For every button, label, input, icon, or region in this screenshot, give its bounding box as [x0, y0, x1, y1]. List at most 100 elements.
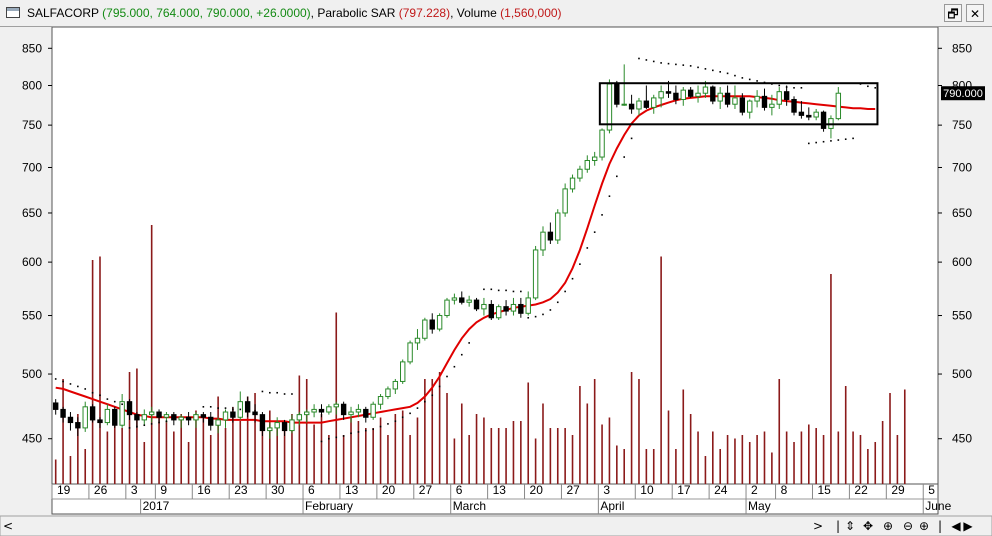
- y-tick-label-left: 650: [22, 206, 42, 220]
- sar-dot: [608, 195, 611, 198]
- candle-body: [414, 337, 421, 344]
- sar-dot: [867, 85, 869, 88]
- sar-dot: [697, 66, 699, 69]
- candle: [112, 406, 118, 428]
- highlight-rectangle[interactable]: [598, 82, 879, 126]
- x-day-label: 9: [160, 483, 167, 497]
- candle-body: [304, 411, 310, 416]
- y-tick-label-right: 750: [952, 118, 972, 132]
- candle-body: [193, 414, 199, 421]
- candle: [628, 94, 635, 114]
- candle-body: [274, 422, 280, 429]
- sar-dot: [335, 436, 338, 439]
- candle: [193, 412, 199, 428]
- parabolic-sar-series: [54, 57, 877, 443]
- separator-button[interactable]: |: [938, 519, 942, 533]
- scroll-right-button[interactable]: >: [813, 519, 823, 533]
- restore-window-button[interactable]: 🗗: [944, 4, 962, 22]
- y-tick-label-right: 450: [952, 432, 972, 446]
- sar-dot: [446, 375, 448, 378]
- candle-body: [252, 411, 258, 416]
- scroll-left-button[interactable]: <: [3, 519, 13, 533]
- x-day-label: 26: [94, 483, 108, 497]
- scroll-stop-button[interactable]: |: [836, 519, 840, 533]
- candle: [392, 378, 399, 395]
- price-chart-area[interactable]: 450 450 500 500 550 550 600 600 650 650 700 700 750 7…: [0, 27, 992, 536]
- horizontal-scrollbar[interactable]: [0, 515, 992, 536]
- candle: [769, 94, 775, 116]
- vertical-scale-button[interactable]: ⇕: [845, 519, 855, 533]
- candle-body: [820, 111, 827, 129]
- candle-body: [215, 419, 221, 426]
- candle: [739, 93, 746, 116]
- sar-dot: [416, 407, 419, 409]
- sar-dot: [372, 428, 374, 431]
- candle-body: [281, 422, 288, 432]
- plot-area[interactable]: [51, 27, 939, 485]
- candle: [658, 85, 664, 108]
- candlestick-chart[interactable]: 450 450 500 500 550 550 600 600 650 650 700 700 750 7…: [0, 27, 992, 536]
- candle: [126, 399, 133, 420]
- candle-body: [628, 103, 635, 110]
- candle-body: [555, 212, 561, 241]
- candle: [754, 90, 760, 108]
- pan-button[interactable]: ✥: [863, 519, 873, 533]
- x-month-label: April: [600, 499, 624, 513]
- candle-body: [673, 92, 679, 100]
- sar-dot: [682, 64, 685, 66]
- sar-dot: [638, 57, 640, 60]
- sar-dot: [778, 84, 781, 87]
- x-month-label: 2017: [143, 499, 170, 513]
- candle-body: [518, 303, 524, 314]
- candle-body: [835, 92, 842, 120]
- sar-dot: [815, 141, 817, 144]
- close-window-button[interactable]: ✕: [966, 4, 984, 22]
- sar-dot: [689, 65, 692, 67]
- x-day-label: 5: [928, 483, 935, 497]
- candle: [636, 97, 642, 116]
- candle: [835, 87, 842, 121]
- zoom-in-button[interactable]: ⊕: [919, 519, 929, 533]
- candle-body: [643, 100, 650, 108]
- page-right-button[interactable]: ▶: [963, 519, 973, 533]
- candle: [599, 128, 605, 161]
- candle: [119, 394, 125, 428]
- x-month-label: March: [453, 499, 486, 513]
- candle-body: [687, 89, 694, 97]
- sar-dot: [158, 421, 160, 424]
- scrollbar-controls[interactable]: < > | ⇕ ✥ ⊕ ⊖ ⊕ | ◀ ▶: [3, 519, 973, 533]
- candle: [348, 406, 354, 423]
- candle-body: [488, 303, 495, 319]
- x-day-label: 24: [714, 483, 728, 497]
- candle: [488, 300, 495, 321]
- zoom-out-button[interactable]: ⊖: [903, 519, 913, 533]
- sar-dot: [254, 409, 256, 412]
- highlight-box: [598, 82, 879, 126]
- sar-dot: [438, 385, 441, 388]
- page-left-button[interactable]: ◀: [951, 519, 961, 533]
- candle-body: [385, 388, 391, 398]
- candle: [495, 304, 502, 321]
- y-tick-label-left: 800: [22, 79, 42, 93]
- last-price-marker: 790.000: [941, 86, 985, 101]
- y-tick-label-right: 650: [952, 206, 972, 220]
- candle-body: [134, 414, 140, 421]
- sar-dot: [320, 440, 323, 443]
- sar-dot: [394, 420, 397, 423]
- sar-dot: [328, 437, 330, 440]
- sar-dot: [209, 406, 212, 408]
- candle-body: [495, 306, 502, 319]
- zoom-fit-button[interactable]: ⊕: [883, 519, 893, 533]
- y-tick-label-left: 550: [22, 309, 42, 323]
- candle: [333, 401, 339, 415]
- candle: [481, 297, 487, 316]
- x-day-label: 3: [603, 483, 610, 497]
- candle-body: [636, 100, 642, 110]
- candle-body: [185, 416, 192, 421]
- y-tick-label-left: 700: [22, 160, 42, 174]
- candle: [651, 94, 657, 114]
- candle-body: [532, 249, 539, 299]
- sar-dot: [667, 62, 670, 65]
- candle: [540, 226, 546, 257]
- sar-dot: [623, 156, 626, 158]
